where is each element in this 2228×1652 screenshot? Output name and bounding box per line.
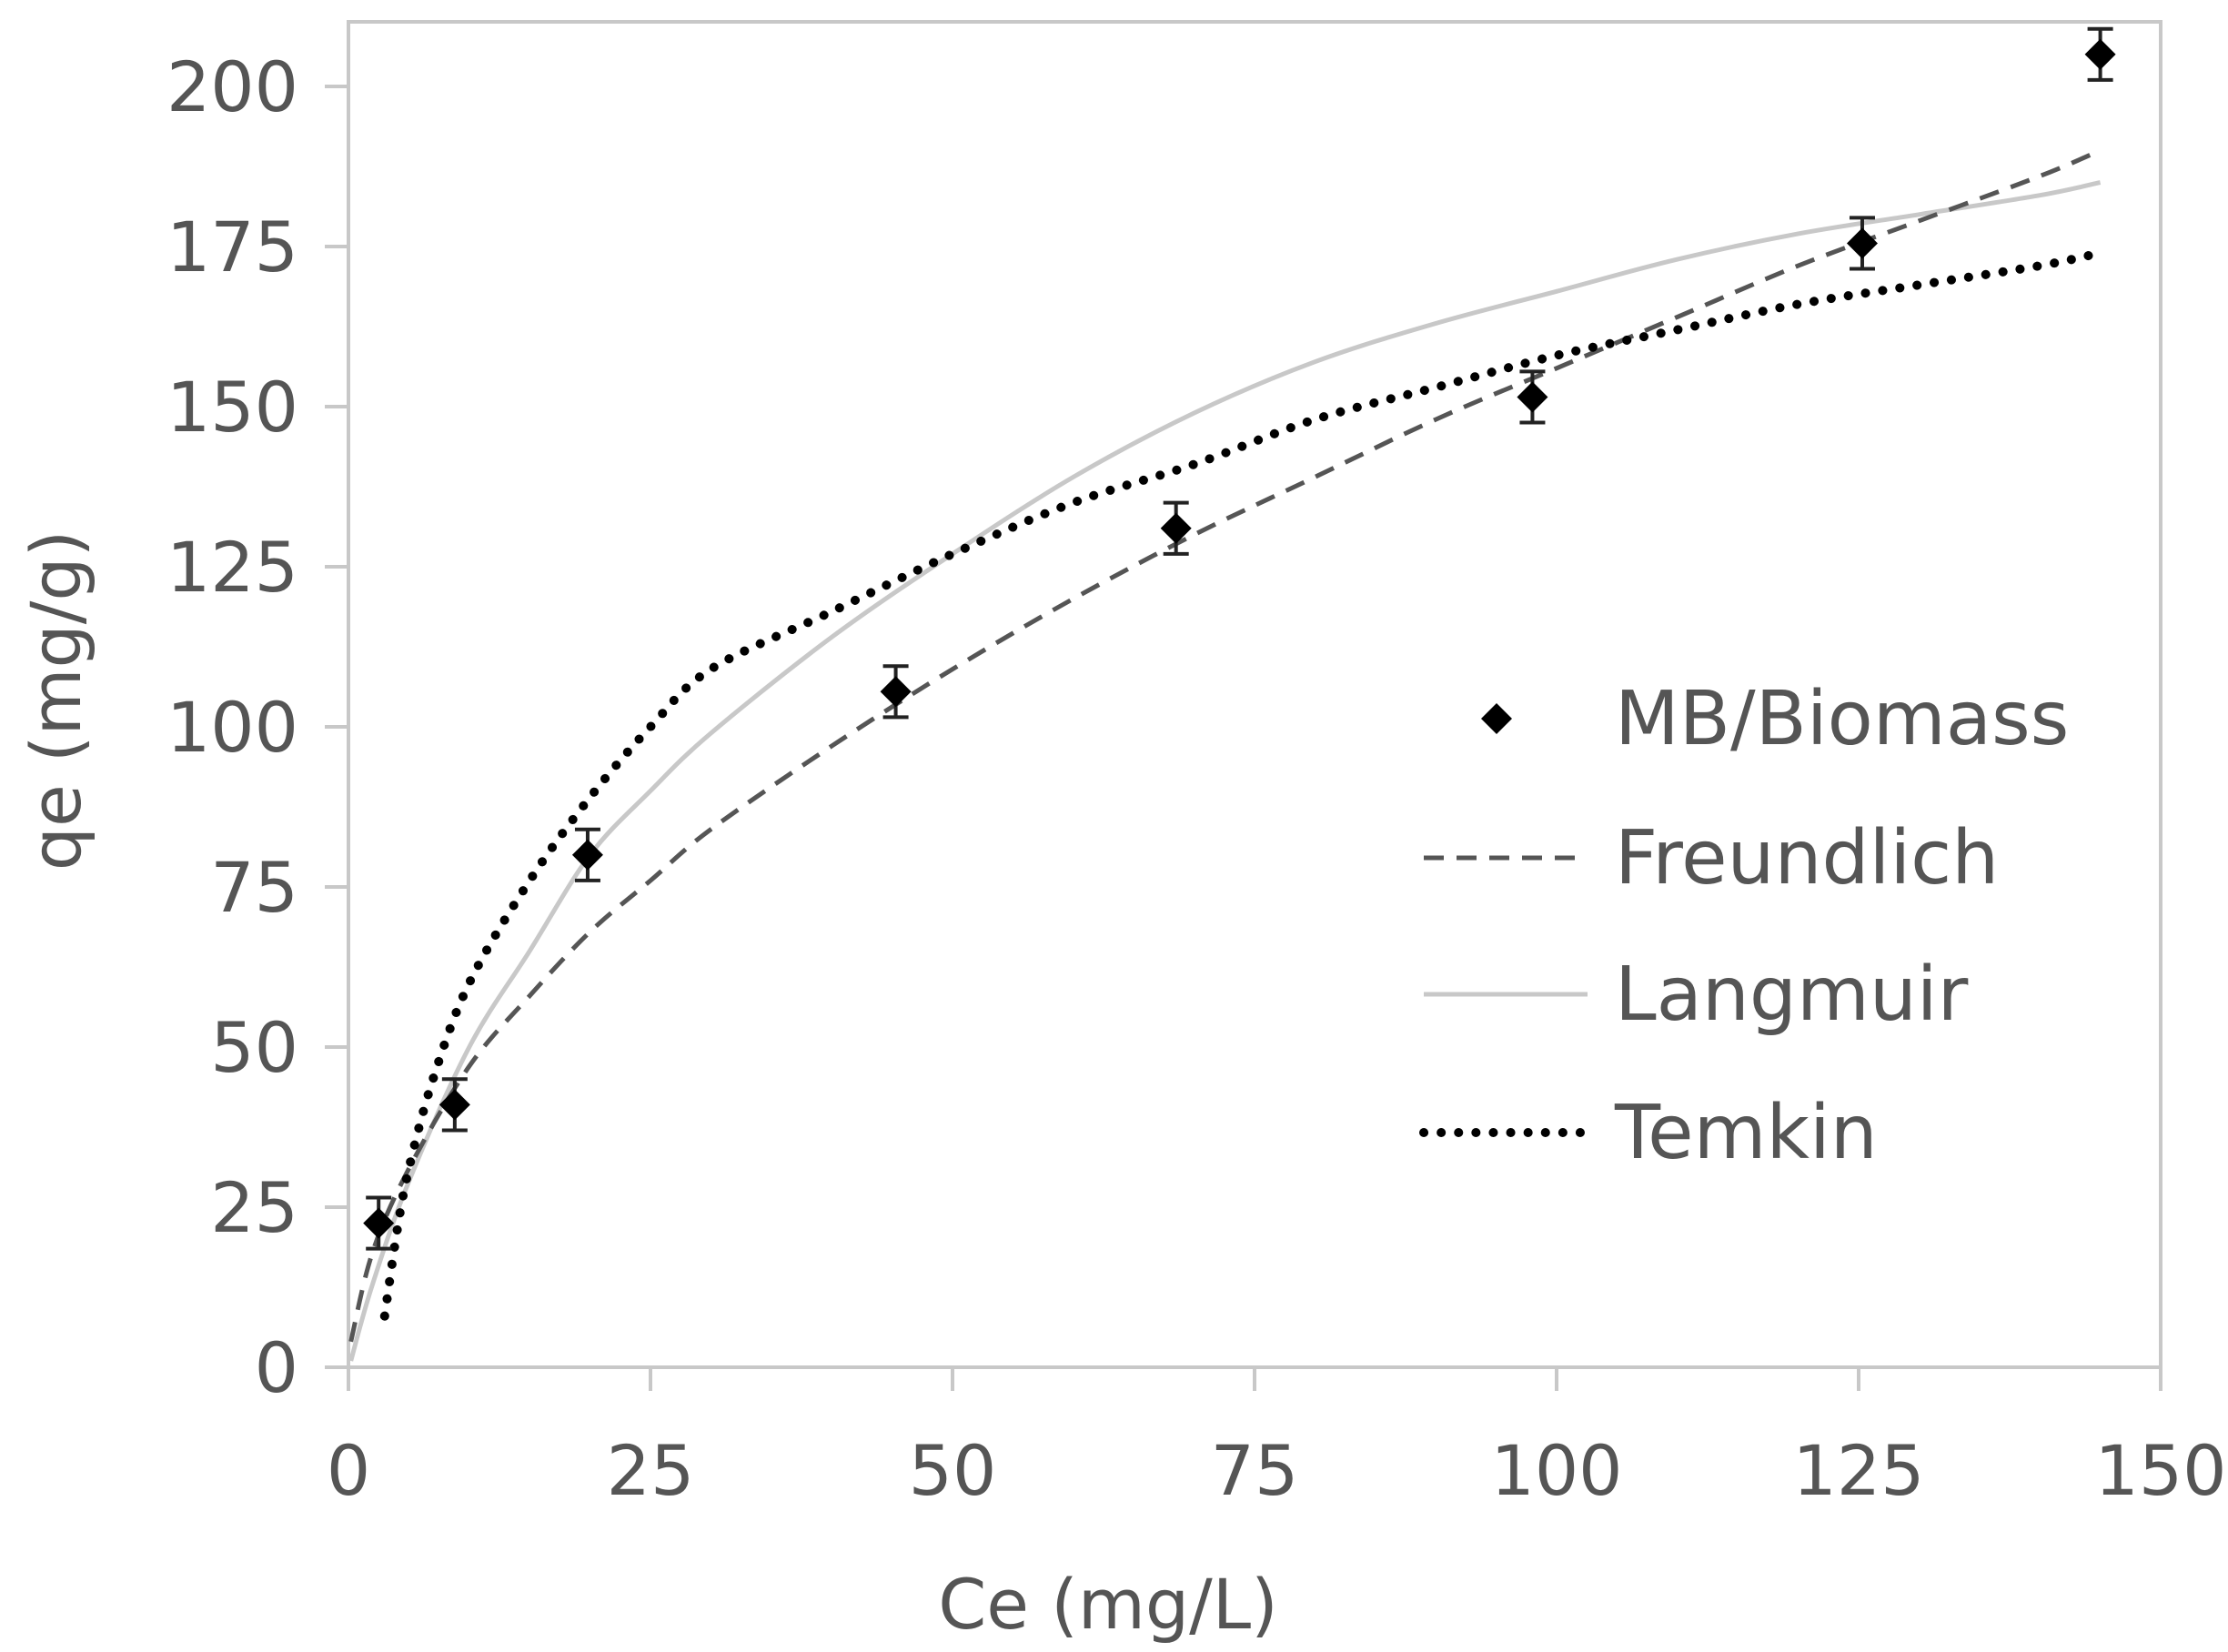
x-tick-label-5: 125 bbox=[1792, 1430, 1924, 1511]
data-point-6 bbox=[1846, 216, 1878, 271]
y-tick-label-0: 0 bbox=[255, 1327, 298, 1408]
y-tick-label-7: 175 bbox=[166, 206, 298, 287]
y-tick-label-4: 100 bbox=[166, 687, 298, 768]
legend-label-0: MB/Biomass bbox=[1615, 676, 2069, 762]
y-tick-label-3: 75 bbox=[210, 847, 298, 928]
legend-entry-0: MB/Biomass bbox=[1481, 676, 2069, 762]
x-tick-label-3: 75 bbox=[1211, 1430, 1299, 1511]
x-tick-label-4: 100 bbox=[1490, 1430, 1622, 1511]
series-line-langmuir bbox=[348, 180, 2102, 1362]
x-tick-label-6: 150 bbox=[2094, 1430, 2226, 1511]
x-tick-label-0: 0 bbox=[327, 1430, 370, 1511]
legend-entry-2: Langmuir bbox=[1424, 952, 1969, 1038]
data-point-7 bbox=[2084, 26, 2116, 82]
data-point-2 bbox=[571, 827, 603, 882]
data-point-1 bbox=[439, 1077, 470, 1133]
legend-entry-1: Freundlich bbox=[1424, 815, 1999, 902]
x-tick-label-2: 50 bbox=[909, 1430, 997, 1511]
y-tick-label-5: 125 bbox=[166, 527, 298, 608]
y-tick-label-6: 150 bbox=[166, 367, 298, 448]
data-point-4 bbox=[1160, 500, 1192, 556]
data-point-0 bbox=[363, 1195, 395, 1251]
legend-marker-0 bbox=[1481, 703, 1512, 734]
y-tick-label-2: 50 bbox=[210, 1007, 298, 1088]
data-point-5 bbox=[1517, 369, 1548, 425]
y-tick-label-8: 200 bbox=[166, 46, 298, 127]
legend-entry-3: Temkin bbox=[1419, 1090, 1878, 1176]
legend: MB/Biomass Freundlich Langmuir Temkin bbox=[1419, 676, 2069, 1176]
series-line-freundlich bbox=[348, 148, 2102, 1343]
x-tick-label-1: 25 bbox=[607, 1430, 695, 1511]
y-axis-title: qe (mg/g) bbox=[15, 530, 96, 871]
legend-label-1: Freundlich bbox=[1615, 815, 1999, 902]
x-axis-title: Ce (mg/L) bbox=[938, 1564, 1278, 1645]
series-line-temkin bbox=[379, 248, 2105, 1321]
data-points bbox=[363, 26, 2116, 1251]
fit-curves bbox=[348, 148, 2105, 1362]
legend-label-2: Langmuir bbox=[1615, 952, 1969, 1038]
axes: 0 25 50 75 100 125 150 0 25 50 75 100 125 150 175 200 bbox=[166, 46, 2227, 1511]
y-tick-label-1: 25 bbox=[210, 1167, 298, 1248]
legend-label-3: Temkin bbox=[1614, 1090, 1878, 1176]
data-point-3 bbox=[880, 664, 912, 720]
